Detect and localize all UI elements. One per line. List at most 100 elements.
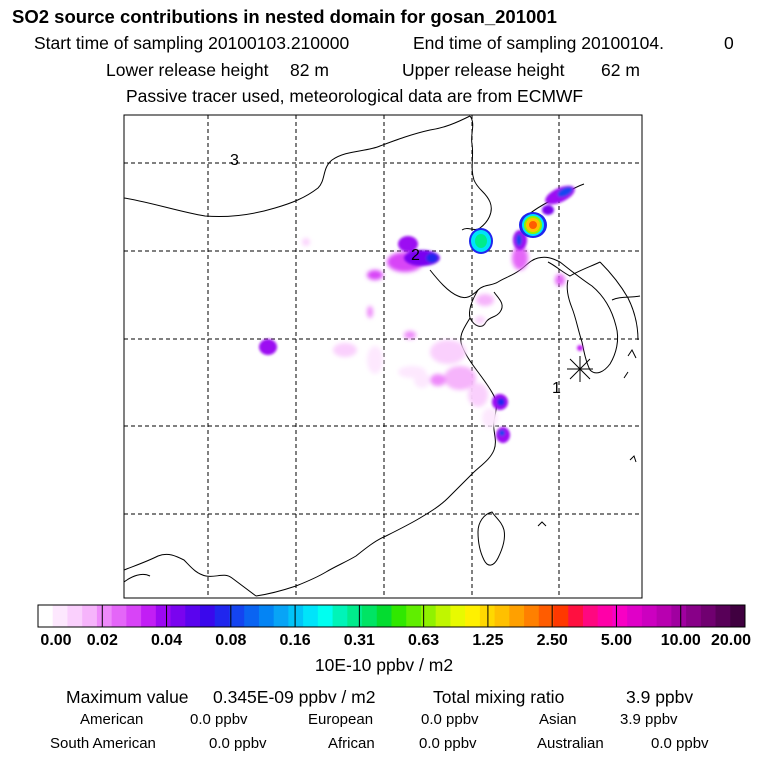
max-value: 0.345E-09 ppbv / m2 [213, 687, 376, 707]
colorbar-segment [111, 605, 127, 627]
japan-islands [537, 349, 637, 527]
colorbar-segment [214, 605, 230, 627]
plume-faint-3 [367, 306, 373, 318]
colorbar-segment [465, 605, 481, 627]
colorbar-segment [450, 605, 466, 627]
colorbar-segment [671, 605, 687, 627]
mongolia-border [124, 115, 471, 217]
colorbar-segment [597, 605, 613, 627]
colorbar-segment [67, 605, 83, 627]
plume-jilin-3 [542, 205, 554, 215]
plume-faint-1 [302, 238, 310, 246]
colorbar-segment [582, 605, 599, 627]
colorbar-segment [627, 605, 643, 627]
plume-faint-15 [414, 372, 430, 388]
northeast-border [461, 115, 492, 231]
south-border [124, 573, 151, 583]
colorbar-segment [656, 605, 672, 627]
korea-border [547, 261, 601, 277]
taiwan [477, 511, 505, 566]
colorbar-segment [700, 605, 717, 627]
plume-faint-6 [475, 316, 485, 324]
region-south-american-label: South American [50, 735, 156, 752]
colorbar-tick-label: 0.00 [40, 632, 72, 649]
region-australian-label: Australian [537, 735, 604, 752]
colorbar-segment [288, 605, 304, 627]
upper-height-label: Upper release height [402, 60, 565, 80]
plume-west [259, 339, 277, 355]
marker-1: 1 [552, 380, 561, 397]
plume-zhejiang-2 [499, 430, 505, 436]
colorbar-segment [730, 605, 746, 627]
colorbar-segment [509, 605, 525, 627]
colorbar-segment [258, 605, 275, 627]
plume-faint-13 [468, 383, 488, 407]
colorbar-segment [96, 605, 113, 627]
colorbar-segment [391, 605, 407, 627]
korea-coast [559, 261, 619, 374]
colorbar [37, 604, 746, 628]
plume-shanghai-2 [497, 398, 505, 406]
light-plumes [302, 238, 565, 428]
plume-faint-18 [555, 274, 565, 286]
southwest-border [124, 553, 257, 597]
plume-jilin-2 [557, 187, 573, 197]
colorbar-segment [126, 605, 142, 627]
strong-plumes [259, 185, 583, 443]
bohai-coast [429, 256, 561, 299]
region-european-value: 0.0 ppbv [421, 711, 479, 728]
plume-faint-14 [482, 408, 498, 428]
marker-2: 2 [411, 247, 420, 264]
colorbar-segment [273, 605, 289, 627]
tracer-note: Passive tracer used, meteorological data… [126, 86, 584, 106]
colorbar-segment [612, 605, 628, 627]
plume-field [259, 185, 583, 443]
china-east-coast [255, 317, 497, 597]
colorbar-ticks [37, 605, 746, 627]
lower-height-label: Lower release height [106, 60, 269, 80]
region-european-label: European [308, 711, 374, 728]
colorbar-tick-label: 10.00 [660, 632, 701, 649]
hotspot-liaoning-inner [475, 234, 487, 248]
end-time-label: End time of sampling 20100104. [413, 33, 664, 53]
colorbar-segment [347, 605, 363, 627]
colorbar-segment [686, 605, 702, 627]
colorbar-tick-label: 0.08 [215, 632, 247, 649]
end-time-value: 0 [724, 33, 734, 53]
colorbar-tick-label: 5.00 [600, 632, 633, 649]
colorbar-segment [229, 605, 245, 627]
colorbar-segment [185, 605, 201, 627]
colorbar-segment [155, 605, 172, 627]
plume-faint-10 [430, 340, 466, 364]
colorbar-tick-label: 0.02 [86, 632, 118, 649]
plume-faint-5 [476, 294, 494, 306]
region-south-american-value: 0.0 ppbv [209, 735, 267, 752]
colorbar-segment [82, 605, 98, 627]
colorbar-unit: 10E-10 ppbv / m2 [314, 655, 454, 675]
coastline-lines [124, 115, 641, 597]
colorbar-segment [538, 605, 555, 627]
plume-beijing-1 [398, 236, 418, 252]
region-asian-label: Asian [539, 711, 577, 728]
map-frame [123, 114, 643, 599]
japan-coast [611, 295, 641, 301]
colorbar-segment [200, 605, 216, 627]
colorbar-segment [524, 605, 540, 627]
colorbar-segment [420, 605, 437, 627]
colorbar-tick-label: 0.31 [343, 632, 375, 649]
hotspot-shenyang [519, 212, 547, 238]
plume-ne-2 [516, 234, 522, 246]
chart-title: SO2 source contributions in nested domai… [12, 6, 557, 27]
total-mixing-label: Total mixing ratio [433, 687, 565, 707]
colorbar-segment [303, 605, 319, 627]
colorbar-tick-label: 0.16 [279, 632, 311, 649]
start-time-label: Start time of sampling 20100103.210000 [34, 33, 350, 53]
region-african-label: African [328, 735, 375, 752]
grid-lines [124, 115, 642, 598]
colorbar-segment [568, 605, 584, 627]
plume-korea [577, 345, 583, 351]
plume-faint-11 [444, 366, 476, 390]
marker-3: 3 [230, 152, 239, 169]
colorbar-segment [38, 605, 54, 627]
